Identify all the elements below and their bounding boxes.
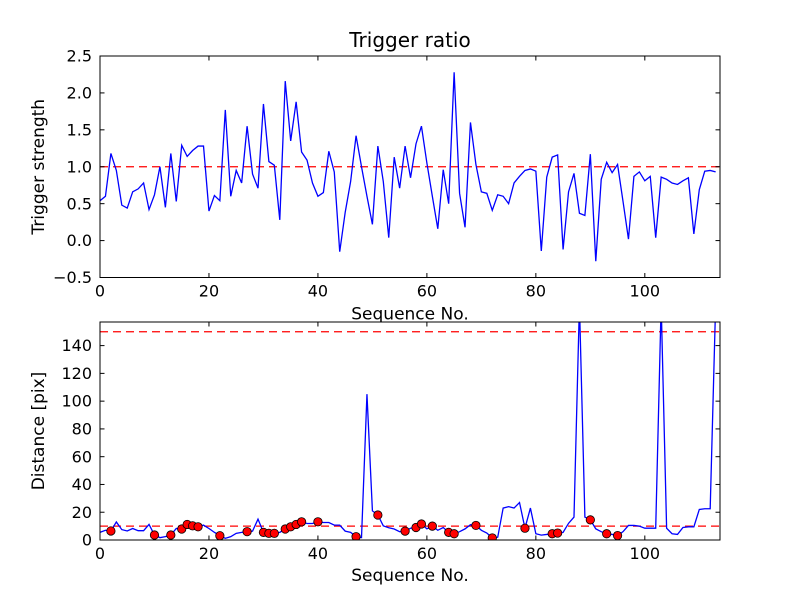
y-tick-label: 80 xyxy=(72,420,92,439)
data-point-marker xyxy=(106,526,116,536)
trigger-ratio-plot-line xyxy=(100,72,716,262)
y-tick-label: 1.5 xyxy=(67,120,92,139)
data-point-marker xyxy=(449,529,459,539)
data-point-marker xyxy=(471,520,481,531)
y-tick-label: 0 xyxy=(82,531,92,550)
y-tick-label: 60 xyxy=(72,447,92,466)
y-tick-label: 40 xyxy=(72,475,92,494)
axes-background xyxy=(100,322,720,540)
y-tick-label: −0.5 xyxy=(53,268,92,287)
data-point-marker xyxy=(400,526,410,536)
data-point-marker xyxy=(416,519,427,529)
x-tick-label: 40 xyxy=(308,282,328,301)
y-tick-label: 2.5 xyxy=(67,47,92,66)
y-tick-label: 2.0 xyxy=(67,84,92,103)
x-tick-label: 20 xyxy=(199,544,219,563)
data-point-marker xyxy=(193,522,203,532)
x-tick-label: 0 xyxy=(95,282,105,301)
y-tick-label: 1.0 xyxy=(67,157,92,176)
x-tick-label: 80 xyxy=(526,282,546,301)
data-point-marker xyxy=(602,529,612,539)
bottom-plot: 0 20 40 60 80 100 0 20 40 60 80 100 120 140 xyxy=(61,321,721,563)
data-point-marker xyxy=(373,510,383,520)
data-point-marker xyxy=(427,521,437,531)
y-tick-label: 0.5 xyxy=(67,194,92,213)
top-y-axis-label: Trigger strength xyxy=(29,99,49,236)
data-point-marker xyxy=(351,532,361,540)
x-tick-label: 40 xyxy=(308,544,328,563)
chart-title: Trigger ratio xyxy=(348,28,470,52)
top-x-axis-label: Sequence No. xyxy=(351,305,468,325)
y-tick-label: 20 xyxy=(72,503,92,522)
y-tick-label: 140 xyxy=(61,336,92,355)
x-tick-label: 100 xyxy=(630,282,661,301)
x-tick-label: 60 xyxy=(417,544,437,563)
x-tick-label: 100 xyxy=(630,544,661,563)
data-point-marker xyxy=(612,530,623,540)
y-tick-label: 100 xyxy=(61,392,92,411)
data-point-marker xyxy=(520,523,530,533)
data-point-marker xyxy=(487,533,497,540)
bottom-x-axis-label: Sequence No. xyxy=(351,566,468,586)
bottom-y-axis-label: Distance [pix] xyxy=(29,372,49,491)
top-plot: 0 20 40 60 80 100 −0.5 0.0 0.5 1.0 1.5 2.0 2.5 xyxy=(53,47,721,301)
data-point-marker xyxy=(585,515,595,525)
data-point-marker xyxy=(269,528,279,538)
data-point-marker xyxy=(215,531,225,540)
data-point-marker xyxy=(296,517,307,527)
x-tick-label: 60 xyxy=(417,282,437,301)
data-point-marker xyxy=(166,530,176,540)
x-tick-label: 20 xyxy=(199,282,219,301)
y-tick-label: 120 xyxy=(61,364,92,383)
data-point-marker xyxy=(313,517,323,527)
y-tick-label: 0.0 xyxy=(67,231,92,250)
x-tick-label: 80 xyxy=(526,544,546,563)
x-tick-label: 0 xyxy=(95,544,105,563)
data-point-marker xyxy=(149,530,160,540)
data-point-marker xyxy=(242,527,252,537)
axes-spines xyxy=(99,321,721,541)
data-point-marker xyxy=(553,528,563,538)
